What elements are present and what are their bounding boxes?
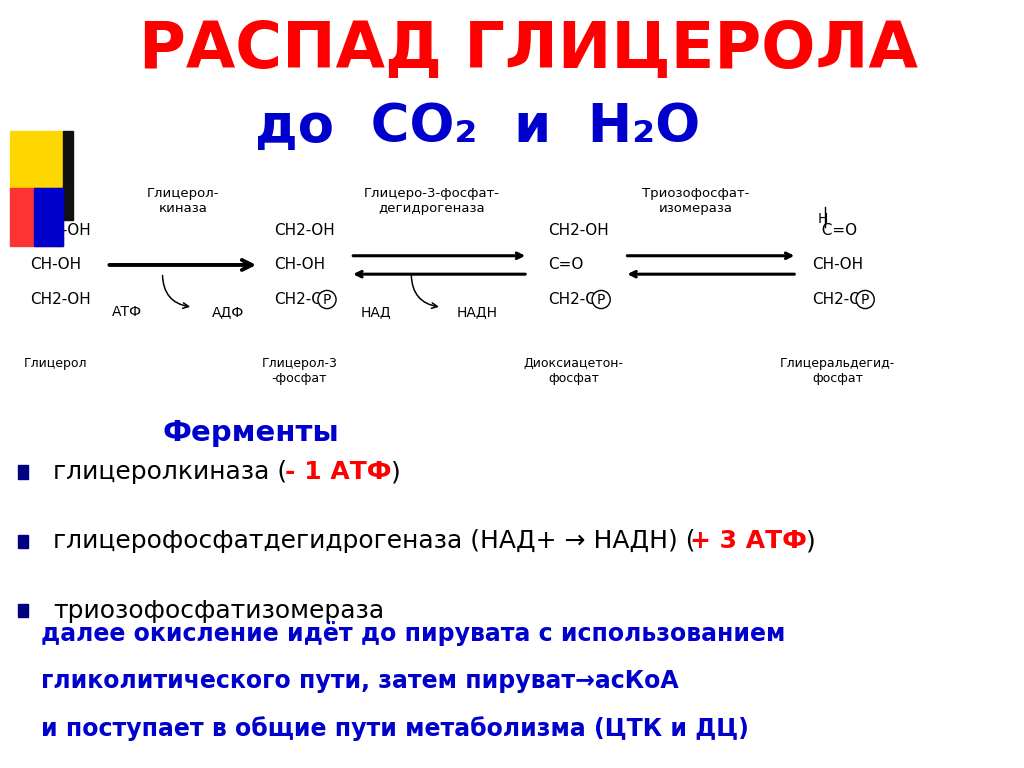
Bar — [10, 188, 62, 246]
Bar — [10, 131, 62, 188]
Text: СН-ОН: СН-ОН — [274, 257, 326, 273]
Text: - 1 АТФ: - 1 АТФ — [285, 460, 391, 485]
Text: H: H — [817, 212, 827, 226]
Text: С=О: С=О — [549, 257, 584, 273]
Text: до  СО₂  и  Н₂О: до СО₂ и Н₂О — [255, 101, 699, 153]
Text: Диоксиацетон-
фосфат: Диоксиацетон- фосфат — [523, 357, 624, 385]
Text: Глицерол: Глицерол — [25, 357, 88, 370]
Text: НАД: НАД — [360, 305, 391, 319]
Text: СН-ОН: СН-ОН — [31, 257, 82, 273]
Bar — [18, 604, 29, 617]
Text: ): ) — [390, 460, 400, 485]
Text: СН2-ОН: СН2-ОН — [274, 223, 335, 238]
Text: СН2-О-: СН2-О- — [549, 292, 603, 307]
Text: НАДН: НАДН — [457, 305, 498, 319]
Text: глицеролкиназа (: глицеролкиназа ( — [53, 460, 287, 485]
Text: Глицеральдегид-
фосфат: Глицеральдегид- фосфат — [780, 357, 895, 385]
Text: C=O: C=O — [812, 223, 857, 238]
Text: АТФ: АТФ — [112, 305, 142, 319]
Text: P: P — [323, 293, 331, 306]
Bar — [18, 535, 29, 548]
Text: АДФ: АДФ — [212, 305, 245, 319]
Text: + 3 АТФ: + 3 АТФ — [690, 529, 807, 554]
Text: РАСПАД ГЛИЦЕРОЛА: РАСПАД ГЛИЦЕРОЛА — [138, 19, 918, 81]
Text: и поступает в общие пути метаболизма (ЦТК и ДЦ): и поступает в общие пути метаболизма (ЦТ… — [41, 717, 749, 741]
Text: глицерофосфатдегидрогеназа (НАД+ → НАДН) (: глицерофосфатдегидрогеназа (НАД+ → НАДН)… — [53, 529, 695, 554]
Text: СН-ОН: СН-ОН — [812, 257, 863, 273]
Text: СН2-О-: СН2-О- — [812, 292, 867, 307]
Text: гликолитического пути, затем пируват→асКоА: гликолитического пути, затем пируват→асК… — [41, 669, 678, 694]
Text: Триозофосфат-
изомераза: Триозофосфат- изомераза — [642, 187, 750, 215]
Text: Глицерол-
киназа: Глицерол- киназа — [146, 187, 219, 215]
Bar — [18, 465, 29, 479]
Text: СН2-ОН: СН2-ОН — [549, 223, 609, 238]
Text: далее окисление идёт до пирувата с использованием: далее окисление идёт до пирувата с испол… — [41, 621, 785, 646]
Text: Глицеро-3-фосфат-
дегидрогеназа: Глицеро-3-фосфат- дегидрогеназа — [364, 187, 500, 215]
Bar — [34, 188, 62, 246]
Text: триозофосфатизомераза: триозофосфатизомераза — [53, 598, 384, 623]
Bar — [62, 131, 73, 220]
Text: P: P — [861, 293, 869, 306]
Text: P: P — [597, 293, 605, 306]
Text: СН2-ОН: СН2-ОН — [31, 292, 91, 307]
Text: Глицерол-3
-фосфат: Глицерол-3 -фосфат — [262, 357, 338, 385]
Text: ): ) — [806, 529, 816, 554]
Text: СН2-ОН: СН2-ОН — [31, 223, 91, 238]
Text: Ферменты: Ферменты — [163, 419, 339, 446]
Text: СН2-О-: СН2-О- — [274, 292, 329, 307]
